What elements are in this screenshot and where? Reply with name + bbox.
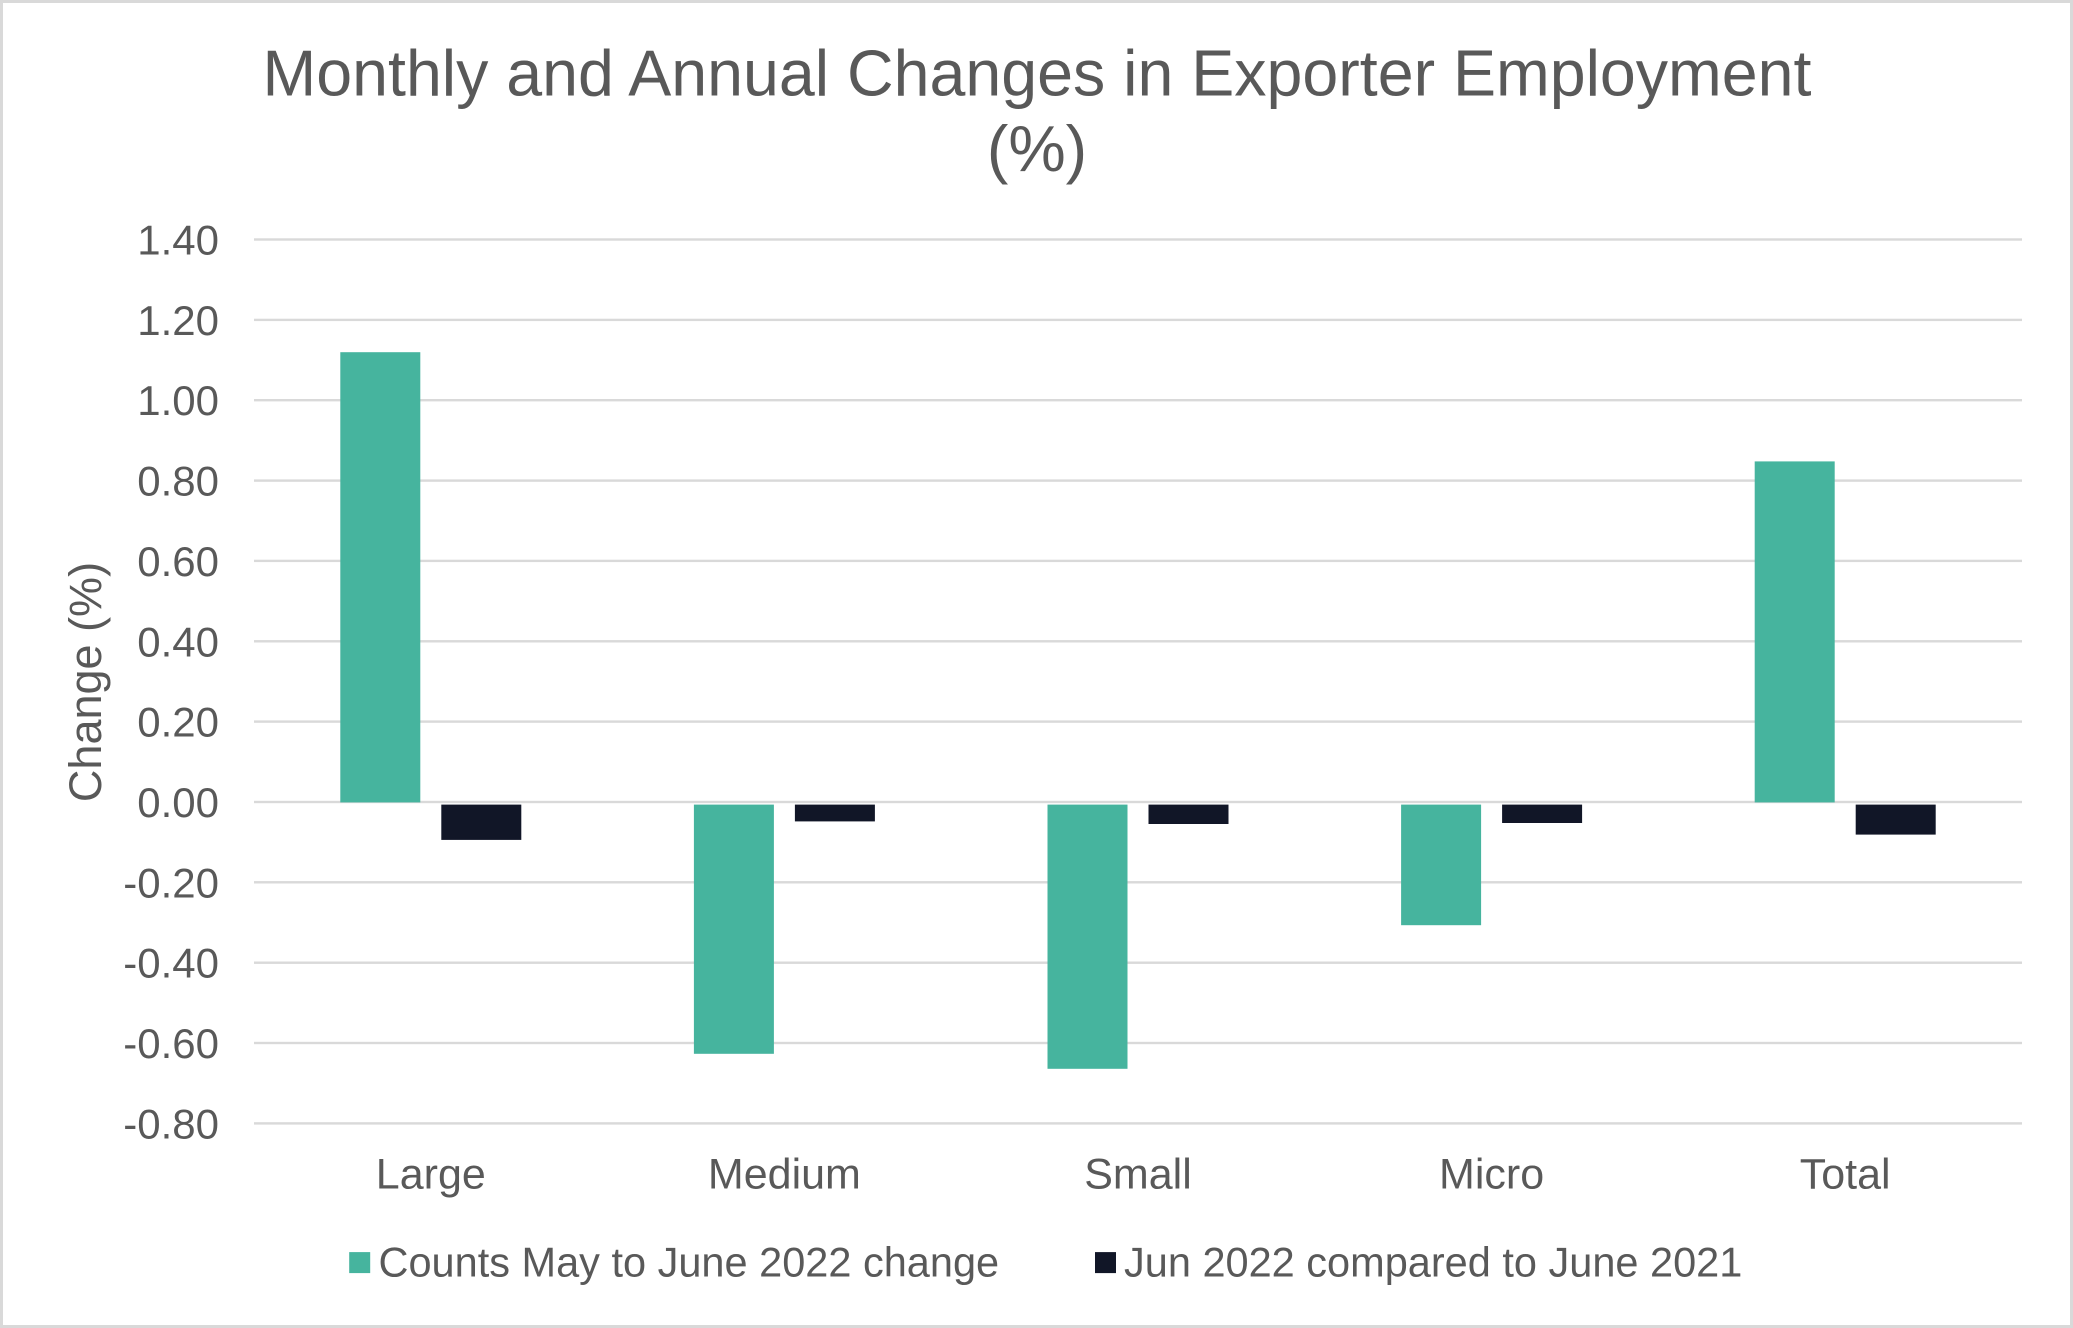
svg-text:1.20: 1.20	[137, 297, 219, 344]
svg-text:0.00: 0.00	[137, 779, 219, 826]
svg-text:Total: Total	[1800, 1151, 1891, 1199]
svg-text:Micro: Micro	[1439, 1151, 1544, 1199]
svg-text:Monthly and Annual Changes in: Monthly and Annual Changes in Exporter E…	[263, 38, 1812, 110]
svg-text:-0.20: -0.20	[123, 859, 219, 906]
svg-text:Large: Large	[376, 1151, 486, 1199]
svg-text:-0.80: -0.80	[123, 1100, 219, 1147]
svg-text:0.20: 0.20	[137, 699, 219, 746]
svg-text:(%): (%)	[987, 113, 1087, 185]
svg-text:Change (%): Change (%)	[60, 562, 111, 802]
svg-text:Jun 2022 compared to June 2021: Jun 2022 compared to June 2021	[1124, 1239, 1742, 1286]
svg-text:Small: Small	[1084, 1151, 1192, 1199]
svg-text:0.80: 0.80	[137, 458, 219, 505]
svg-text:Medium: Medium	[708, 1151, 861, 1199]
svg-text:-0.40: -0.40	[123, 940, 219, 987]
svg-text:-0.60: -0.60	[123, 1020, 219, 1067]
svg-text:1.40: 1.40	[137, 217, 219, 264]
svg-text:Counts May to June 2022 change: Counts May to June 2022 change	[379, 1239, 1000, 1286]
svg-text:0.60: 0.60	[137, 538, 219, 585]
svg-text:1.00: 1.00	[137, 377, 219, 424]
svg-text:0.40: 0.40	[137, 618, 219, 665]
